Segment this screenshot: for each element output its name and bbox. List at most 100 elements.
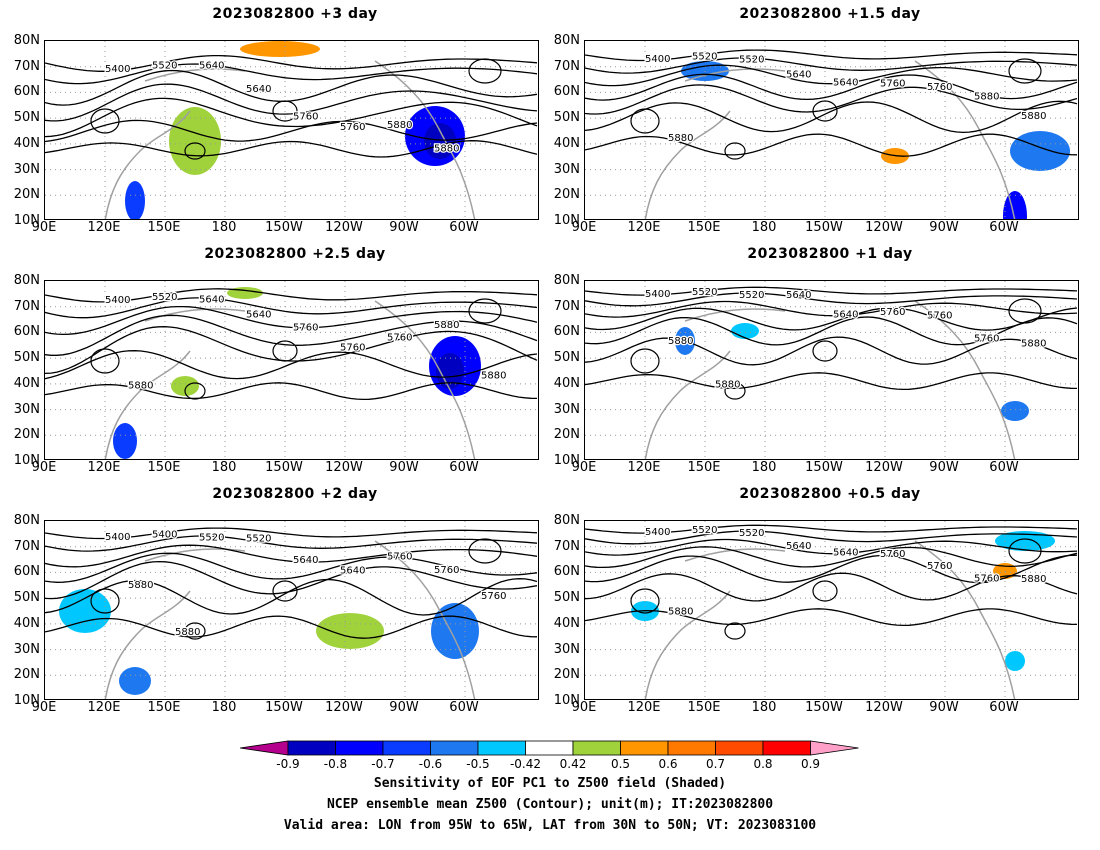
sensitivity-shading bbox=[1001, 401, 1029, 421]
lat-label: 20N bbox=[553, 427, 580, 443]
contour-label: 5760 bbox=[387, 332, 412, 343]
map-panel-4: 5400 5520 5520 5640 5640 5760 5760 5760 5880 5880… bbox=[584, 280, 1079, 460]
contour-label: 5640 bbox=[833, 309, 858, 320]
footer-line-3: Valid area: LON from 95W to 65W, LAT fro… bbox=[283, 818, 817, 833]
contour-label: 5520 bbox=[246, 533, 271, 544]
lon-label: 90E bbox=[571, 220, 597, 235]
contour-label: 5880 bbox=[434, 320, 459, 331]
lat-label: 20N bbox=[13, 667, 40, 683]
closed-contour bbox=[468, 538, 502, 564]
z500-contour bbox=[585, 300, 1078, 318]
z500-contour bbox=[585, 538, 1078, 556]
closed-contour bbox=[468, 58, 502, 84]
lon-label: 120E bbox=[627, 700, 661, 715]
map-canvas: 5400 5520 5520 5640 5640 5760 5760 5880 5880 5880 bbox=[585, 41, 1078, 219]
contour-label: 5520 bbox=[152, 60, 177, 71]
z500-contour bbox=[45, 560, 538, 600]
lon-label: 150W bbox=[805, 460, 843, 475]
lon-label: 60W bbox=[449, 220, 479, 235]
colorbar-tick-label: 0.6 bbox=[658, 757, 678, 771]
lon-label: 120W bbox=[865, 220, 903, 235]
lon-label: 90W bbox=[389, 460, 419, 475]
lon-label: 120W bbox=[865, 460, 903, 475]
z500-contour bbox=[585, 316, 1078, 346]
lon-label: 90E bbox=[31, 700, 57, 715]
lon-label: 150E bbox=[147, 700, 181, 715]
z500-contour bbox=[45, 544, 538, 568]
contour-label: 5400 bbox=[105, 64, 130, 75]
lon-label: 90W bbox=[929, 220, 959, 235]
lat-label: 30N bbox=[13, 401, 40, 417]
colorbar-segment bbox=[430, 740, 479, 756]
map-panel-2: 5400 5520 5520 5640 5640 5760 5760 5880 5880 5880 bbox=[584, 40, 1079, 220]
lon-label: 150E bbox=[687, 220, 721, 235]
colorbar-segment bbox=[762, 740, 811, 756]
lat-label: 20N bbox=[553, 667, 580, 683]
contour-label: 5760 bbox=[974, 334, 999, 345]
contour-label: 5400 bbox=[152, 530, 177, 541]
lon-label: 180 bbox=[751, 700, 777, 715]
closed-contour bbox=[724, 382, 746, 400]
z500-contour bbox=[45, 578, 538, 616]
sensitivity-shading bbox=[436, 353, 464, 389]
coastline bbox=[144, 308, 246, 322]
lat-label: 40N bbox=[553, 375, 580, 391]
z500-contour bbox=[45, 535, 538, 552]
contour-label: 5520 bbox=[692, 287, 717, 298]
colorbar-tick-label: 0.5 bbox=[610, 757, 631, 771]
z500-contour bbox=[585, 546, 1078, 569]
contour-label: 5880 bbox=[175, 627, 200, 638]
lat-label: 50N bbox=[13, 110, 40, 126]
lat-label: 80N bbox=[13, 273, 40, 288]
contour-label: 5880 bbox=[387, 120, 412, 131]
z500-contour bbox=[585, 336, 1078, 366]
closed-contour bbox=[90, 348, 120, 374]
contour-label: 5880 bbox=[481, 370, 506, 381]
contour-label: 5760 bbox=[293, 112, 318, 123]
contour-label: 5640 bbox=[340, 565, 365, 576]
lat-label: 80N bbox=[553, 273, 580, 288]
z500-contour bbox=[585, 524, 1078, 534]
z500-contour bbox=[585, 49, 1078, 62]
sensitivity-shading bbox=[113, 423, 137, 459]
lon-label: 150E bbox=[687, 700, 721, 715]
colorbar-segment bbox=[715, 740, 764, 756]
z500-contour bbox=[585, 100, 1078, 134]
lon-label: 150W bbox=[265, 700, 303, 715]
lat-label: 40N bbox=[553, 135, 580, 151]
lon-label: 90E bbox=[571, 700, 597, 715]
lat-label: 30N bbox=[553, 641, 580, 657]
contour-label: 5760 bbox=[387, 552, 412, 563]
z500-contour bbox=[585, 286, 1078, 296]
lon-label: 120W bbox=[325, 700, 363, 715]
contour-label: 5880 bbox=[128, 580, 153, 591]
z500-contour bbox=[45, 83, 538, 122]
map-panel-5: 5400 5400 5520 5520 5640 5640 5760 5760 5760 5880… bbox=[44, 520, 539, 700]
z500-contour bbox=[45, 382, 538, 401]
contour-label: 5760 bbox=[481, 591, 506, 602]
lat-label: 60N bbox=[553, 324, 580, 340]
map-canvas: 5400 5400 5520 5520 5640 5640 5760 5760 5760 5880… bbox=[45, 521, 538, 699]
lat-label: 70N bbox=[13, 538, 40, 554]
lat-label: 40N bbox=[553, 615, 580, 631]
lon-label: 150E bbox=[147, 460, 181, 475]
lat-label: 50N bbox=[13, 590, 40, 606]
z500-contour bbox=[45, 350, 538, 380]
colorbar-tick-label: 0.7 bbox=[705, 757, 726, 771]
sensitivity-shading bbox=[1010, 131, 1070, 171]
coastline bbox=[144, 548, 246, 562]
map-canvas: 5400 5520 5520 5640 5640 5760 5760 5760 5880 5880… bbox=[585, 281, 1078, 459]
z500-contour bbox=[45, 288, 538, 303]
lat-label: 30N bbox=[13, 641, 40, 657]
z500-contour bbox=[45, 119, 538, 143]
contour-label: 5400 bbox=[645, 527, 670, 538]
lat-label: 10N bbox=[13, 213, 40, 228]
contour-label: 5880 bbox=[668, 607, 693, 618]
sensitivity-shading bbox=[169, 107, 221, 175]
z500-contour bbox=[45, 615, 538, 639]
panel-title-2: 2023082800 +1.5 day bbox=[739, 6, 921, 22]
lon-label: 60W bbox=[449, 460, 479, 475]
lon-label: 120E bbox=[87, 700, 121, 715]
z500-contour bbox=[585, 608, 1078, 627]
closed-contour bbox=[812, 340, 838, 362]
